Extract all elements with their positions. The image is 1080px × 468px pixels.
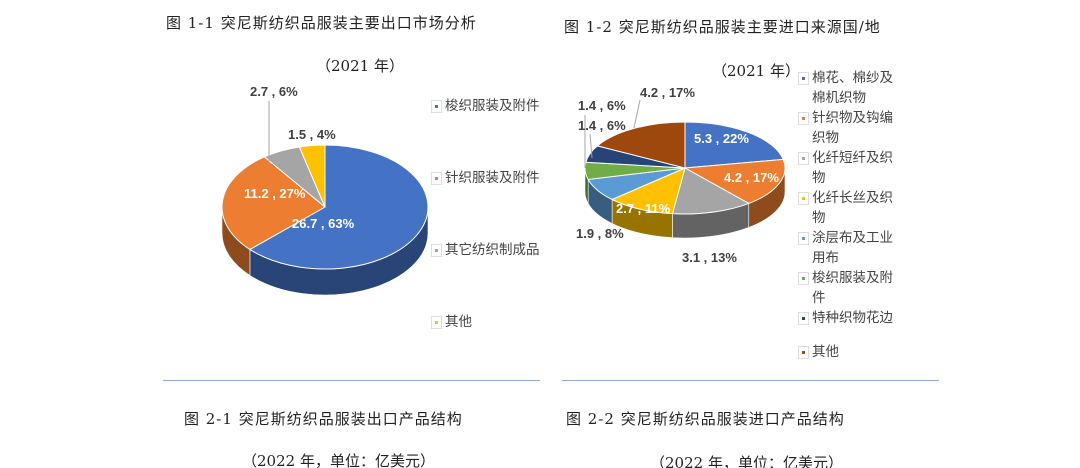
legend-swatch: [798, 232, 809, 245]
legend-label: 其他: [812, 344, 839, 360]
leader-line: [589, 133, 593, 159]
legend-item: 针织物及钩编织物: [798, 108, 902, 148]
legend-label: 梭织服装及附件: [812, 270, 893, 306]
chart2-slice-3[interactable]: [610, 167, 686, 215]
legend-label: 化纤短纤及织物: [812, 150, 893, 186]
legend-label: 棉花、棉纱及棉机织物: [812, 70, 893, 106]
legend-label: 特种织物花边: [812, 310, 893, 326]
chart1-title: 图 1-1 突尼斯纺织品服装主要出口市场分析: [166, 14, 477, 32]
legend-item: 化纤短纤及织物: [798, 148, 902, 188]
chart2-data-label: 4.2 , 17%: [724, 170, 779, 185]
legend-item: 其他: [798, 342, 902, 362]
chart2-subtitle: （2021 年）: [712, 62, 800, 80]
chart2-data-label: 3.1 , 13%: [682, 250, 737, 265]
chart2-slice-2[interactable]: [671, 167, 750, 215]
divider-right: [562, 380, 939, 381]
legend-item: 梭织服装及附件: [798, 268, 902, 308]
legend-label: 化纤长丝及织物: [812, 190, 893, 226]
chart1-legend: 梭织服装及附件 针织服装及附件 其它纺织制成品 其他: [431, 96, 540, 332]
chart1-data-label: 1.5 , 4%: [288, 127, 336, 142]
legend-label: 梭织服装及附件: [445, 98, 540, 114]
chart1-data-label: 26.7 , 63%: [292, 216, 355, 231]
chart2-slice-7[interactable]: [596, 121, 686, 169]
chart2-data-label: 4.2 , 17%: [640, 85, 695, 100]
divider-left: [163, 380, 540, 381]
legend-label: 其它纺织制成品: [445, 242, 540, 258]
chart2-slice-0[interactable]: [684, 121, 784, 169]
legend-swatch: [798, 152, 809, 165]
caption-right-subtitle: （2022 年，单位：亿美元）: [650, 454, 843, 468]
legend-label: 涂层布及工业用布: [812, 230, 893, 266]
leader-line: [633, 99, 641, 129]
chart1-data-label: 2.7 , 6%: [250, 84, 298, 99]
chart2-slice-1[interactable]: [683, 158, 786, 204]
legend-swatch: [431, 100, 442, 113]
chart1-slice-3[interactable]: [298, 144, 326, 208]
chart2-data-label: 5.3 , 22%: [694, 131, 749, 146]
legend-label: 针织物及钩编织物: [812, 110, 893, 146]
legend-swatch: [798, 346, 809, 359]
caption-right-title: 图 2-2 突尼斯纺织品服装进口产品结构: [566, 410, 845, 428]
legend-swatch: [431, 244, 442, 257]
legend-item: 针织服装及附件: [431, 168, 540, 188]
chart2-data-label: 1.4 , 6%: [578, 118, 626, 133]
legend-swatch: [798, 312, 809, 325]
legend-item: 特种织物花边: [798, 308, 902, 328]
chart2-title: 图 1-2 突尼斯纺织品服装主要进口来源国/地: [564, 18, 881, 36]
legend-item: 涂层布及工业用布: [798, 228, 902, 268]
chart1-subtitle: （2021 年）: [316, 57, 404, 75]
legend-item: 其他: [431, 312, 540, 332]
caption-left-subtitle: （2022 年，单位：亿美元）: [242, 452, 435, 468]
chart1-data-label: 11.2 , 27%: [244, 186, 306, 201]
legend-swatch: [798, 72, 809, 85]
legend-item: 梭织服装及附件: [431, 96, 540, 116]
legend-item: 棉花、棉纱及棉机织物: [798, 68, 902, 108]
legend-swatch: [798, 272, 809, 285]
chart1-slice-1[interactable]: [221, 156, 326, 251]
legend-item: 其它纺织制成品: [431, 240, 540, 260]
chart2-data-label: 1.4 , 6%: [578, 98, 626, 113]
legend-swatch: [431, 172, 442, 185]
chart1-slice-0[interactable]: [248, 144, 429, 270]
caption-left-title: 图 2-1 突尼斯纺织品服装出口产品结构: [184, 410, 463, 428]
chart2-legend: 棉花、棉纱及棉机织物 针织物及钩编织物 化纤短纤及织物 化纤长丝及织物 涂层布及工业用布…: [798, 68, 902, 362]
legend-swatch: [798, 192, 809, 205]
chart2-data-label: 2.7 , 11%: [616, 201, 671, 216]
legend-label: 针织服装及附件: [445, 170, 540, 186]
legend-swatch: [431, 316, 442, 329]
legend-item: 化纤长丝及织物: [798, 188, 902, 228]
chart2-data-label: 1.9 , 8%: [576, 226, 624, 241]
legend-label: 其他: [445, 314, 472, 330]
legend-swatch: [798, 112, 809, 125]
